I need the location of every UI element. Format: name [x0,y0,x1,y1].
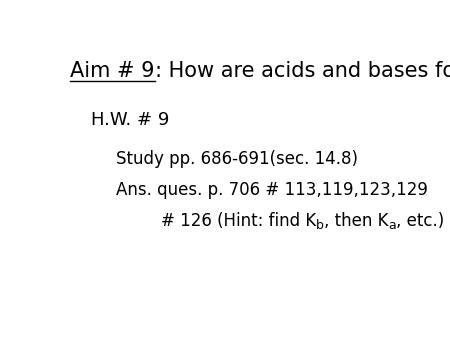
Text: a: a [388,219,396,232]
Text: , then K: , then K [324,212,388,230]
Text: Ans. ques. p. 706 # 113,119,123,129: Ans. ques. p. 706 # 113,119,123,129 [116,181,428,199]
Text: Aim # 9: Aim # 9 [70,62,155,81]
Text: H.W. # 9: H.W. # 9 [91,111,170,129]
Text: Study pp. 686-691(sec. 14.8): Study pp. 686-691(sec. 14.8) [116,150,358,168]
Text: : How are acids and bases formed from salts?: : How are acids and bases formed from sa… [155,62,450,81]
Text: # 126 (Hint: find K: # 126 (Hint: find K [161,212,316,230]
Text: , etc.): , etc.) [396,212,445,230]
Text: b: b [316,219,324,232]
